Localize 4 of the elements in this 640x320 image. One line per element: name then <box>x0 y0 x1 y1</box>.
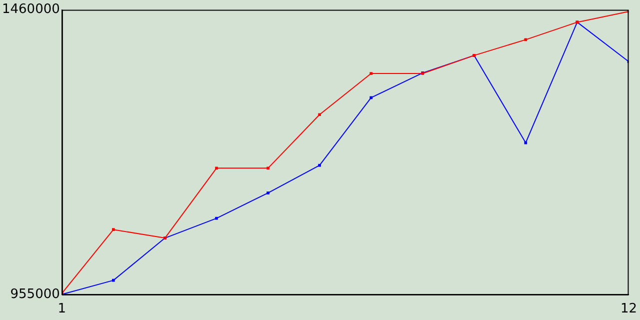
x-tick-label: 12 <box>620 302 637 317</box>
x-tick-label: 1 <box>58 302 66 317</box>
y-tick-label: 1460000 <box>2 2 60 18</box>
y-tick-label: 955000 <box>10 286 60 302</box>
